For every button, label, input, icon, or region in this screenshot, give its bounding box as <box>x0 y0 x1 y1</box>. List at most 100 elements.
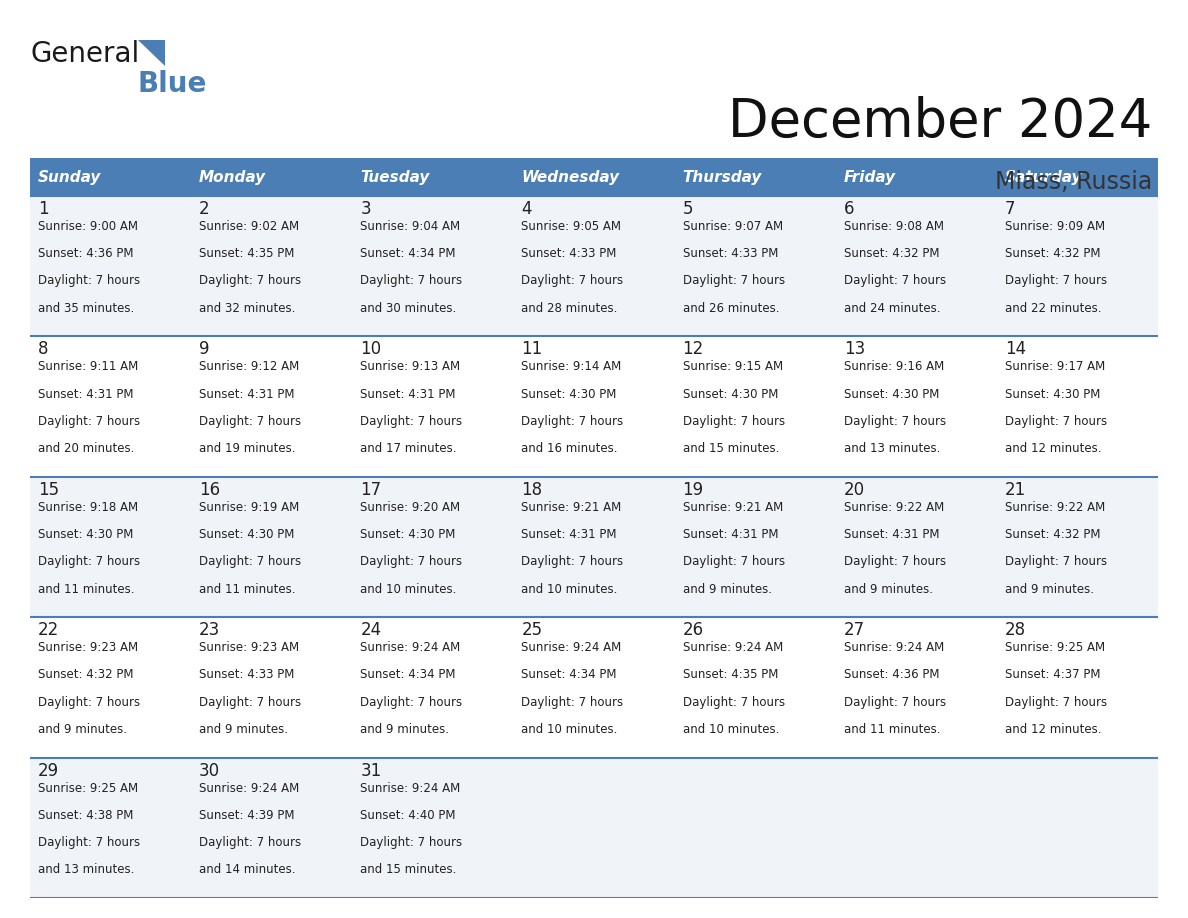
Text: and 9 minutes.: and 9 minutes. <box>200 722 289 736</box>
FancyBboxPatch shape <box>997 757 1158 898</box>
FancyBboxPatch shape <box>835 757 997 898</box>
Text: Sunrise: 9:23 AM: Sunrise: 9:23 AM <box>200 641 299 655</box>
FancyBboxPatch shape <box>675 476 835 617</box>
FancyBboxPatch shape <box>513 757 675 898</box>
Text: Daylight: 7 hours: Daylight: 7 hours <box>200 836 302 849</box>
FancyBboxPatch shape <box>30 617 191 757</box>
Text: Sunset: 4:31 PM: Sunset: 4:31 PM <box>38 387 133 400</box>
Text: Saturday: Saturday <box>1005 170 1082 185</box>
Text: and 12 minutes.: and 12 minutes. <box>1005 722 1101 736</box>
FancyBboxPatch shape <box>513 196 675 336</box>
FancyBboxPatch shape <box>513 617 675 757</box>
FancyBboxPatch shape <box>353 757 513 898</box>
Text: Daylight: 7 hours: Daylight: 7 hours <box>683 696 785 709</box>
Text: 11: 11 <box>522 341 543 358</box>
Text: and 9 minutes.: and 9 minutes. <box>683 583 771 596</box>
FancyBboxPatch shape <box>835 196 997 336</box>
FancyBboxPatch shape <box>835 617 997 757</box>
Text: 28: 28 <box>1005 621 1026 639</box>
Text: and 9 minutes.: and 9 minutes. <box>38 722 127 736</box>
Text: Tuesday: Tuesday <box>360 170 430 185</box>
Text: 10: 10 <box>360 341 381 358</box>
Text: 27: 27 <box>843 621 865 639</box>
Text: 5: 5 <box>683 200 693 218</box>
Text: 23: 23 <box>200 621 221 639</box>
Text: Sunset: 4:35 PM: Sunset: 4:35 PM <box>683 668 778 681</box>
Text: Sunrise: 9:25 AM: Sunrise: 9:25 AM <box>1005 641 1105 655</box>
Text: and 20 minutes.: and 20 minutes. <box>38 442 134 455</box>
Text: 30: 30 <box>200 762 220 779</box>
Text: Sunrise: 9:15 AM: Sunrise: 9:15 AM <box>683 361 783 374</box>
Text: Daylight: 7 hours: Daylight: 7 hours <box>1005 696 1107 709</box>
Text: Sunrise: 9:20 AM: Sunrise: 9:20 AM <box>360 501 461 514</box>
Text: 6: 6 <box>843 200 854 218</box>
Text: and 35 minutes.: and 35 minutes. <box>38 302 134 315</box>
Text: Sunrise: 9:17 AM: Sunrise: 9:17 AM <box>1005 361 1105 374</box>
Text: Sunset: 4:31 PM: Sunset: 4:31 PM <box>360 387 456 400</box>
Text: and 28 minutes.: and 28 minutes. <box>522 302 618 315</box>
Text: and 11 minutes.: and 11 minutes. <box>200 583 296 596</box>
Text: 21: 21 <box>1005 481 1026 498</box>
Text: Sunset: 4:34 PM: Sunset: 4:34 PM <box>360 668 456 681</box>
Text: 16: 16 <box>200 481 220 498</box>
FancyBboxPatch shape <box>353 617 513 757</box>
FancyBboxPatch shape <box>513 476 675 617</box>
FancyBboxPatch shape <box>835 158 997 196</box>
Text: Daylight: 7 hours: Daylight: 7 hours <box>38 415 140 428</box>
Text: and 10 minutes.: and 10 minutes. <box>522 722 618 736</box>
FancyBboxPatch shape <box>353 196 513 336</box>
Text: and 22 minutes.: and 22 minutes. <box>1005 302 1101 315</box>
FancyBboxPatch shape <box>997 336 1158 476</box>
Text: Blue: Blue <box>138 70 208 98</box>
Text: Sunrise: 9:24 AM: Sunrise: 9:24 AM <box>683 641 783 655</box>
Text: Daylight: 7 hours: Daylight: 7 hours <box>38 696 140 709</box>
Text: and 11 minutes.: and 11 minutes. <box>843 722 940 736</box>
Text: Wednesday: Wednesday <box>522 170 620 185</box>
Text: Daylight: 7 hours: Daylight: 7 hours <box>683 555 785 568</box>
FancyBboxPatch shape <box>30 196 191 336</box>
FancyBboxPatch shape <box>191 757 353 898</box>
Text: 7: 7 <box>1005 200 1016 218</box>
Text: Monday: Monday <box>200 170 266 185</box>
Text: and 15 minutes.: and 15 minutes. <box>683 442 779 455</box>
Text: Sunrise: 9:19 AM: Sunrise: 9:19 AM <box>200 501 299 514</box>
FancyBboxPatch shape <box>835 336 997 476</box>
Text: Daylight: 7 hours: Daylight: 7 hours <box>683 415 785 428</box>
Text: Daylight: 7 hours: Daylight: 7 hours <box>522 555 624 568</box>
Text: and 15 minutes.: and 15 minutes. <box>360 863 456 877</box>
Text: Sunrise: 9:24 AM: Sunrise: 9:24 AM <box>843 641 944 655</box>
Text: Daylight: 7 hours: Daylight: 7 hours <box>843 555 946 568</box>
Text: Sunset: 4:30 PM: Sunset: 4:30 PM <box>522 387 617 400</box>
Text: Sunrise: 9:05 AM: Sunrise: 9:05 AM <box>522 220 621 233</box>
Text: Sunset: 4:36 PM: Sunset: 4:36 PM <box>843 668 940 681</box>
Text: Sunrise: 9:04 AM: Sunrise: 9:04 AM <box>360 220 461 233</box>
FancyBboxPatch shape <box>675 336 835 476</box>
Text: Sunset: 4:30 PM: Sunset: 4:30 PM <box>1005 387 1100 400</box>
FancyBboxPatch shape <box>675 757 835 898</box>
Text: 22: 22 <box>38 621 59 639</box>
Text: Daylight: 7 hours: Daylight: 7 hours <box>843 696 946 709</box>
FancyBboxPatch shape <box>353 336 513 476</box>
FancyBboxPatch shape <box>997 158 1158 196</box>
Text: Sunrise: 9:12 AM: Sunrise: 9:12 AM <box>200 361 299 374</box>
Text: 26: 26 <box>683 621 703 639</box>
Text: Sunset: 4:32 PM: Sunset: 4:32 PM <box>1005 528 1100 541</box>
FancyBboxPatch shape <box>997 476 1158 617</box>
Text: Daylight: 7 hours: Daylight: 7 hours <box>360 696 462 709</box>
Text: 25: 25 <box>522 621 543 639</box>
Text: and 11 minutes.: and 11 minutes. <box>38 583 134 596</box>
Text: 13: 13 <box>843 341 865 358</box>
Text: Sunset: 4:30 PM: Sunset: 4:30 PM <box>200 528 295 541</box>
Text: 31: 31 <box>360 762 381 779</box>
Text: and 30 minutes.: and 30 minutes. <box>360 302 456 315</box>
Text: Sunset: 4:37 PM: Sunset: 4:37 PM <box>1005 668 1100 681</box>
Text: Daylight: 7 hours: Daylight: 7 hours <box>843 274 946 287</box>
Text: 9: 9 <box>200 341 209 358</box>
Text: Daylight: 7 hours: Daylight: 7 hours <box>38 274 140 287</box>
Text: and 12 minutes.: and 12 minutes. <box>1005 442 1101 455</box>
Text: Sunrise: 9:24 AM: Sunrise: 9:24 AM <box>200 781 299 795</box>
Text: Sunset: 4:30 PM: Sunset: 4:30 PM <box>683 387 778 400</box>
FancyBboxPatch shape <box>30 476 191 617</box>
Text: 4: 4 <box>522 200 532 218</box>
Text: Daylight: 7 hours: Daylight: 7 hours <box>522 696 624 709</box>
